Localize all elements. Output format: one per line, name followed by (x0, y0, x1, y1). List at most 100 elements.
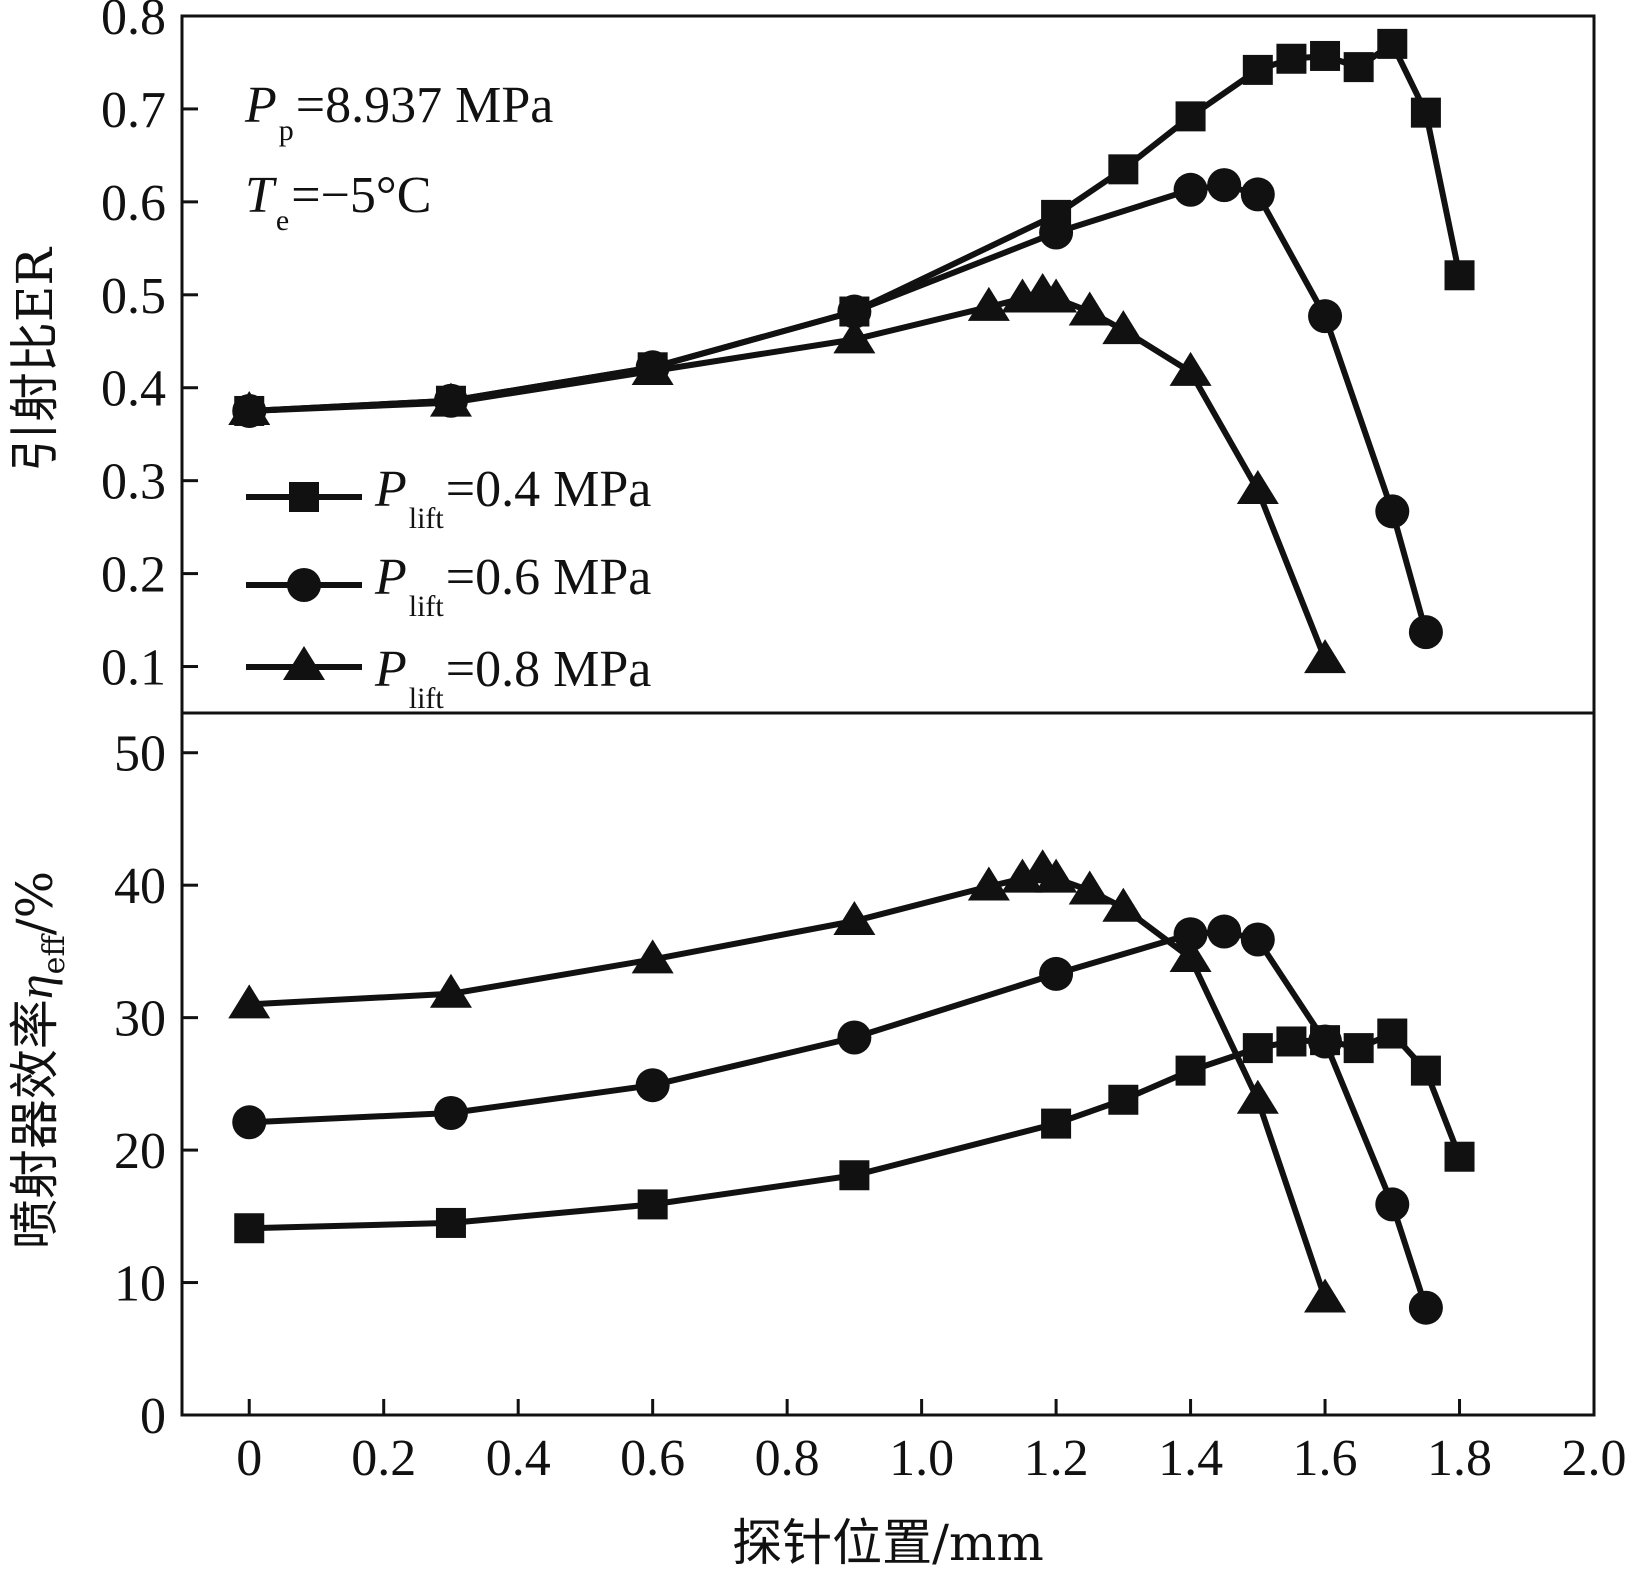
top-series-line (249, 182, 1429, 633)
data-point-square (1276, 1026, 1307, 1057)
data-point-square (1108, 1084, 1139, 1115)
data-point-triangle (833, 900, 876, 935)
data-point-triangle (1102, 310, 1145, 345)
legend-entry-0.4MPa: Plift=0.4 MPa (246, 461, 651, 535)
data-point-triangle (429, 973, 472, 1008)
data-point-circle (1375, 1187, 1410, 1222)
top-y-tick-label: 0.7 (101, 82, 166, 139)
top-series-circle (232, 168, 1443, 650)
data-point-square (435, 1207, 466, 1238)
legend-entry-0.8MPa: Plift=0.8 MPa (246, 641, 651, 715)
data-point-triangle (228, 390, 271, 425)
data-point-circle (433, 1096, 468, 1131)
data-point-triangle (833, 319, 876, 354)
data-point-square (637, 1189, 668, 1220)
data-point-square (1444, 1141, 1475, 1172)
top-y-axis: 0.1 0.2 0.3 0.4 0.5 0.6 0.7 0.8 (101, 0, 198, 697)
data-point-circle (1375, 494, 1410, 529)
x-tick-label: 1.8 (1427, 1430, 1492, 1487)
x-tick-label: 0.2 (351, 1430, 416, 1487)
bottom-y-tick-label: 50 (114, 726, 166, 783)
data-point-square (1343, 52, 1374, 83)
data-point-triangle (1169, 351, 1212, 386)
bottom-series-triangle (228, 849, 1347, 1313)
bottom-series-circle (232, 914, 1443, 1325)
data-point-square (1175, 101, 1206, 132)
bottom-y-tick-label: 10 (114, 1256, 166, 1313)
data-point-square (1175, 1055, 1206, 1086)
data-point-circle (1173, 172, 1208, 207)
legend: Plift=0.4 MPa Plift=0.6 MPa Plift=0.8 MP… (246, 461, 651, 715)
x-tick-label: 1.6 (1293, 1430, 1358, 1487)
data-point-circle (1039, 956, 1074, 991)
bottom-series-line (249, 928, 1429, 1309)
data-point-circle (1207, 168, 1242, 203)
data-point-triangle (631, 939, 674, 974)
data-point-circle (1308, 299, 1343, 334)
x-tick-label: 1.0 (889, 1430, 954, 1487)
data-point-circle (837, 1020, 872, 1055)
data-point-square (1242, 1033, 1273, 1064)
data-point-circle (1240, 177, 1275, 212)
x-tick-label: 0.6 (620, 1430, 685, 1487)
top-y-tick-label: 0.5 (101, 268, 166, 325)
x-tick-label: 1.2 (1024, 1430, 1089, 1487)
data-point-triangle (1035, 278, 1078, 313)
data-point-square (1444, 260, 1475, 291)
data-point-circle (635, 1068, 670, 1103)
data-point-circle (1408, 615, 1443, 650)
data-point-square (1377, 28, 1408, 59)
data-point-triangle (1102, 887, 1145, 922)
legend-triangle-marker (283, 646, 325, 680)
data-point-square (1410, 97, 1441, 128)
top-y-tick-label: 0.3 (101, 454, 166, 511)
svg-text:Plift=0.6 MPa: Plift=0.6 MPa (374, 549, 651, 623)
legend-entry-0.6MPa: Plift=0.6 MPa (246, 549, 651, 623)
data-point-triangle (1236, 469, 1279, 504)
svg-text:Plift=0.8 MPa: Plift=0.8 MPa (374, 641, 651, 715)
data-point-circle (1408, 1290, 1443, 1325)
data-point-square (1276, 43, 1307, 74)
data-point-circle (1173, 917, 1208, 952)
data-point-triangle (1304, 639, 1347, 674)
bottom-y-axis: 0 10 20 30 40 50 (114, 726, 198, 1445)
x-axis-title: 探针位置/mm (732, 1514, 1044, 1572)
data-point-circle (837, 294, 872, 329)
bottom-series-line (249, 1030, 1463, 1232)
x-axis: 0 0.2 0.4 0.6 0.8 1.0 1.2 1.4 1.6 1.8 2.0 (236, 1399, 1627, 1487)
top-series-triangle (228, 272, 1347, 674)
data-point-triangle (429, 382, 472, 417)
data-point-square (1377, 1018, 1408, 1049)
data-point-circle (1039, 215, 1074, 250)
top-y-axis-title: 引射比ER (6, 247, 64, 472)
data-point-square (1041, 1108, 1072, 1139)
top-y-tick-label: 0.8 (101, 0, 166, 46)
data-point-square (1108, 154, 1139, 185)
bottom-series-square (234, 1018, 1475, 1244)
legend-circle-marker (287, 568, 321, 602)
bottom-panel-frame (180, 711, 1596, 1417)
data-point-triangle (1068, 291, 1111, 326)
data-point-circle (1207, 914, 1242, 949)
x-tick-label: 2.0 (1562, 1430, 1627, 1487)
data-point-triangle (1068, 870, 1111, 905)
bottom-y-tick-label: 40 (114, 858, 166, 915)
bottom-y-tick-label: 20 (114, 1123, 166, 1180)
legend-square-marker (289, 482, 319, 512)
data-point-triangle (1236, 1079, 1279, 1114)
data-point-square (1242, 54, 1273, 85)
data-point-triangle (1304, 1278, 1347, 1313)
bottom-panel-series (228, 849, 1475, 1325)
bottom-y-tick-label: 30 (114, 991, 166, 1048)
top-y-tick-label: 0.2 (101, 547, 166, 604)
data-point-square (839, 1160, 870, 1191)
x-tick-label: 1.4 (1158, 1430, 1223, 1487)
data-point-circle (232, 1105, 267, 1140)
data-point-circle (1308, 1024, 1343, 1059)
bottom-y-tick-label: 0 (140, 1388, 166, 1445)
data-point-square (1310, 40, 1341, 71)
pump-pressure-annotation: Pp=8.937 MPa (244, 77, 553, 147)
data-point-triangle (967, 866, 1010, 901)
data-point-triangle (1035, 858, 1078, 893)
